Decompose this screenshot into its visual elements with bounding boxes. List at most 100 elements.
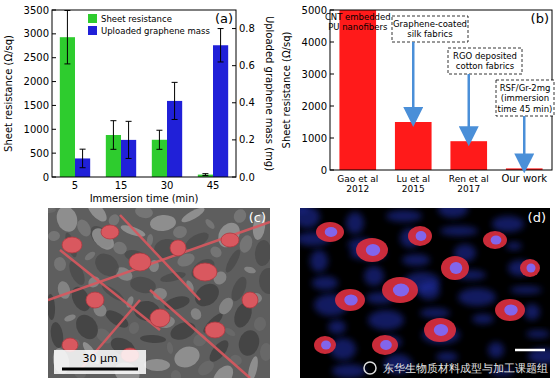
legend-swatch (88, 26, 97, 35)
fl-nucleus (450, 262, 463, 274)
sem-cell (129, 253, 151, 271)
annotation: Graphene-coated (393, 19, 467, 29)
y2-tick (232, 65, 236, 66)
fl-cell (424, 318, 456, 342)
y-tick (330, 10, 334, 11)
fl-haze (510, 286, 542, 294)
x-tick-label-line: 45 (207, 180, 220, 191)
error-line (174, 82, 175, 119)
annotation-box (496, 80, 554, 116)
sem-fiber (120, 215, 200, 300)
bar (450, 141, 487, 170)
x-tick-label-line: 15 (115, 180, 128, 191)
y2-tick (232, 177, 236, 178)
x-tick-label-line: Gao et al (337, 174, 378, 184)
figure: 05001000150020002500300035000.00.20.40.6… (0, 0, 558, 381)
error-cap (156, 130, 162, 131)
sem-texture (163, 294, 191, 312)
annotation: CNT embedded (325, 12, 391, 22)
sem-texture (232, 208, 249, 225)
y-tick-label: 3500 (24, 5, 49, 16)
fl-haze (402, 254, 430, 266)
fl-cell (316, 222, 344, 242)
fl-nucleus (416, 231, 427, 241)
error-cap (110, 120, 116, 121)
sem-texture (149, 214, 176, 232)
fl-haze (472, 314, 494, 324)
fl-nucleus (504, 305, 518, 316)
annotation-box (448, 48, 522, 74)
y2-tick (232, 139, 236, 140)
error-line (159, 130, 160, 149)
panel-label: (d) (528, 210, 546, 225)
fl-cell (441, 256, 469, 280)
x-tick-label-line: Ren et al (449, 174, 489, 184)
legend-swatch (88, 14, 97, 23)
error-line (220, 29, 221, 62)
chart-panel: 05001000150020002500300035000.00.20.40.6… (3, 5, 275, 205)
sem-texture (260, 343, 270, 361)
y-tick-label: 0 (43, 172, 49, 183)
fl-haze (458, 288, 496, 306)
fl-haze (332, 364, 366, 378)
y-tick (52, 57, 56, 58)
y-tick-label: 500 (30, 148, 49, 159)
fl-haze (418, 282, 440, 300)
fl-haze (524, 304, 540, 320)
watermark-icon (364, 362, 376, 374)
sem-texture (208, 244, 224, 259)
error-cap (126, 158, 132, 159)
error-cap (80, 149, 86, 150)
sem-cell (62, 338, 78, 352)
bar (395, 122, 432, 170)
sem-texture (189, 306, 204, 321)
fl-background (300, 208, 550, 378)
error-cap (80, 167, 86, 168)
legend-label: Uploaded graphene mass (101, 26, 210, 36)
sem-texture (84, 208, 110, 225)
fl-haze (310, 250, 328, 272)
fl-nucleus (366, 244, 380, 256)
fl-nucleus (344, 295, 358, 306)
sem-texture (48, 230, 60, 241)
sem-texture (254, 239, 270, 266)
error-line (67, 10, 68, 63)
fl-haze (364, 266, 384, 286)
y-tick-label: 2000 (24, 76, 49, 87)
x-tick-label: 45 (207, 180, 220, 191)
error-cap (218, 61, 224, 62)
fl-cell (483, 231, 507, 249)
annotation: RSF/Gr-2mg (500, 83, 551, 93)
plot-area (60, 10, 228, 177)
y-tick (52, 105, 56, 106)
scale-bar (515, 349, 545, 352)
error-cap (126, 121, 132, 122)
y-tick-label: 2500 (24, 52, 49, 63)
x-tick-label: 15 (115, 180, 128, 191)
fl-haze (438, 208, 468, 218)
y-tick (330, 106, 334, 107)
sem-cell (86, 292, 104, 308)
sem-texture (243, 265, 256, 274)
sem-background (48, 208, 270, 378)
sem-cell (221, 233, 239, 247)
sem-texture (183, 229, 211, 253)
watermark: 东华生物质材料成型与加工课题组 (383, 362, 548, 375)
fl-haze (526, 330, 550, 338)
y-tick-label: 1500 (24, 100, 49, 111)
x-tick-label-line: 5 (72, 180, 78, 191)
error-cap (156, 149, 162, 150)
fl-haze (386, 210, 422, 222)
sem-texture (144, 359, 170, 371)
y2-tick-label: 0.2 (239, 134, 255, 145)
sem-image (48, 208, 270, 378)
fl-nucleus (321, 341, 331, 350)
error-bar (64, 10, 70, 63)
error-bar (80, 149, 86, 168)
x-tick-label-line: Lu et al (397, 174, 430, 184)
panel-label: (b) (531, 11, 549, 26)
sem-texture (83, 250, 96, 262)
y-tick-label: 3000 (24, 28, 49, 39)
annotation: PU nanofibers (328, 22, 388, 32)
fl-haze (328, 320, 346, 334)
